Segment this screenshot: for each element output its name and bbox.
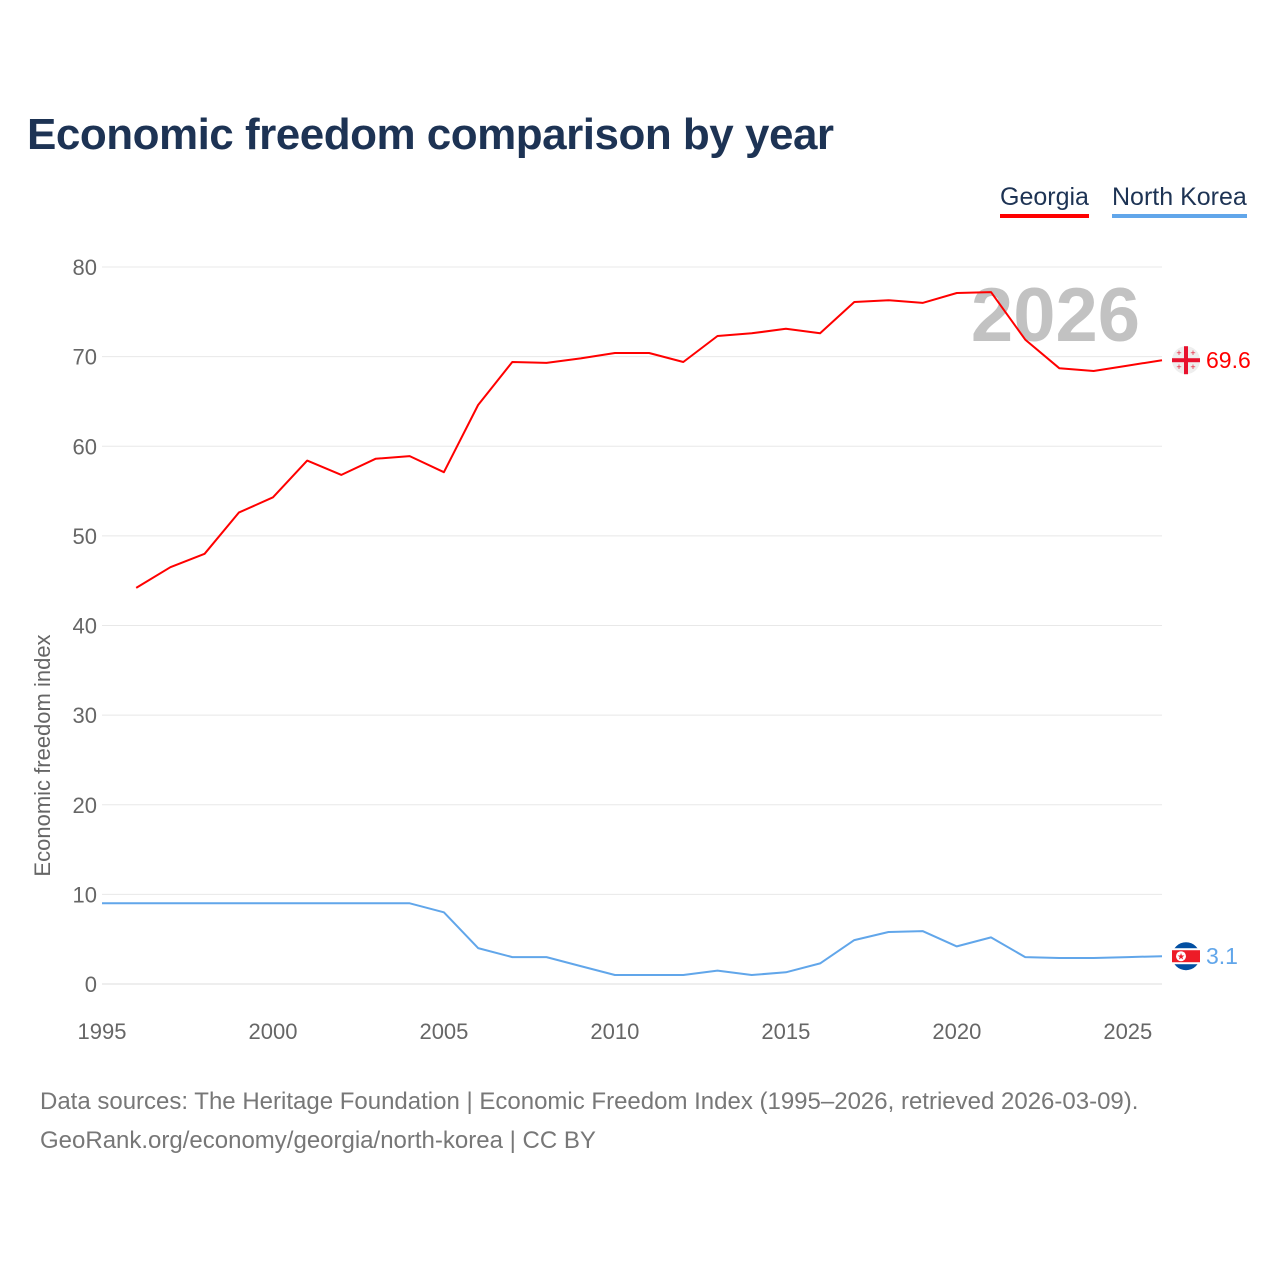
flag-star: ★ [1177,952,1185,962]
end-value-label: 69.6 [1206,347,1251,373]
x-tick-label: 2020 [932,1019,981,1044]
y-tick-label: 0 [85,972,97,997]
end-value-label: 3.1 [1206,943,1238,969]
flag-small-cross: + [1176,362,1181,372]
year-watermark: 2026 [971,273,1140,358]
y-axis-label: Economic freedom index [30,634,55,876]
x-tick-label: 2010 [590,1019,639,1044]
footer-link[interactable]: GeoRank.org/economy/georgia/north-korea … [40,1127,596,1154]
flag-small-cross: + [1190,362,1195,372]
chart-title: Economic freedom comparison by year [27,110,834,159]
x-tick-label: 2025 [1103,1019,1152,1044]
series-line-north-korea [102,902,1163,976]
y-tick-label: 80 [73,255,97,280]
flag-small-cross: + [1190,348,1195,358]
y-tick-label: 30 [73,703,97,728]
y-tick-label: 60 [73,434,97,459]
legend-north-korea[interactable]: North Korea [1112,183,1247,218]
y-tick-label: 50 [73,524,97,549]
x-tick-label: 2015 [761,1019,810,1044]
flag-small-cross: + [1176,348,1181,358]
y-tick-label: 40 [73,614,97,639]
x-tick-label: 2005 [419,1019,468,1044]
footer-sources: Data sources: The Heritage Foundation | … [40,1088,1139,1115]
x-tick-label: 2000 [248,1019,297,1044]
flag-cross [1184,346,1188,375]
y-tick-label: 20 [73,793,97,818]
line-chart: 0 10 20 30 40 50 60 70 80 1995 2000 2005 2010 2015 202… [30,255,1251,1044]
series-line-georgia [135,291,1163,589]
flag-disc [1176,951,1186,962]
y-tick-label: 70 [73,345,97,370]
y-tick-label: 10 [73,882,97,907]
legend-georgia[interactable]: Georgia [1000,183,1089,218]
x-tick-label: 1995 [78,1019,127,1044]
